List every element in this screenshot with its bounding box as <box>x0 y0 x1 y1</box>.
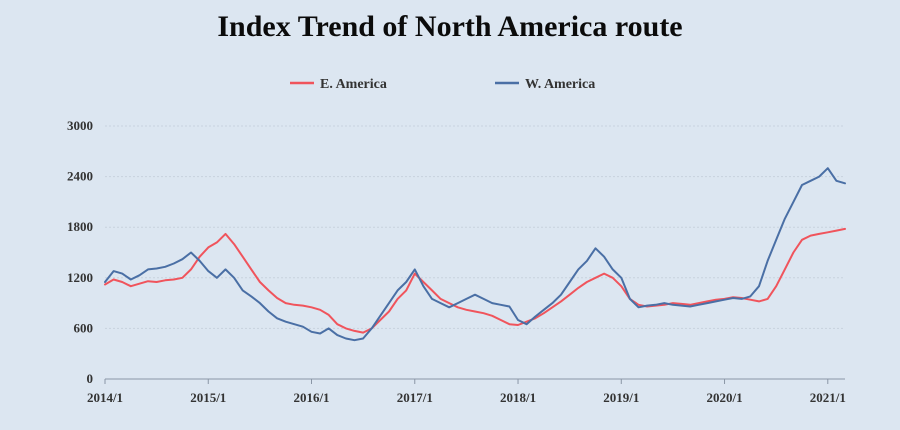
series-lines <box>104 167 846 342</box>
chart-title: Index Trend of North America route <box>217 10 683 43</box>
y-tick-label: 2400 <box>67 169 93 184</box>
x-tick-label: 2021/1 <box>810 390 846 405</box>
grid-lines <box>105 125 845 329</box>
x-tick-label: 2016/1 <box>293 390 329 405</box>
legend-label: W. America <box>525 77 595 92</box>
x-tick-label: 2019/1 <box>603 390 639 405</box>
y-tick-label: 3000 <box>67 118 93 133</box>
legend-label: E. America <box>320 77 387 92</box>
x-tick-label: 2017/1 <box>397 390 433 405</box>
x-tick-label: 2014/1 <box>87 390 123 405</box>
y-tick-label: 1200 <box>67 270 93 285</box>
legend: E. America W. America <box>290 77 595 92</box>
axes: 0 600 1200 1800 2400 3000 2014/1 2015/1 2016/1 20… <box>67 118 846 405</box>
x-tick-label: 2015/1 <box>190 390 226 405</box>
y-tick-label: 0 <box>87 371 94 386</box>
y-tick-label: 1800 <box>67 219 93 234</box>
x-tick-label: 2020/1 <box>706 390 742 405</box>
series-line <box>104 227 846 334</box>
y-tick-label: 600 <box>74 320 94 335</box>
series-line <box>104 167 846 342</box>
x-tick-label: 2018/1 <box>500 390 536 405</box>
